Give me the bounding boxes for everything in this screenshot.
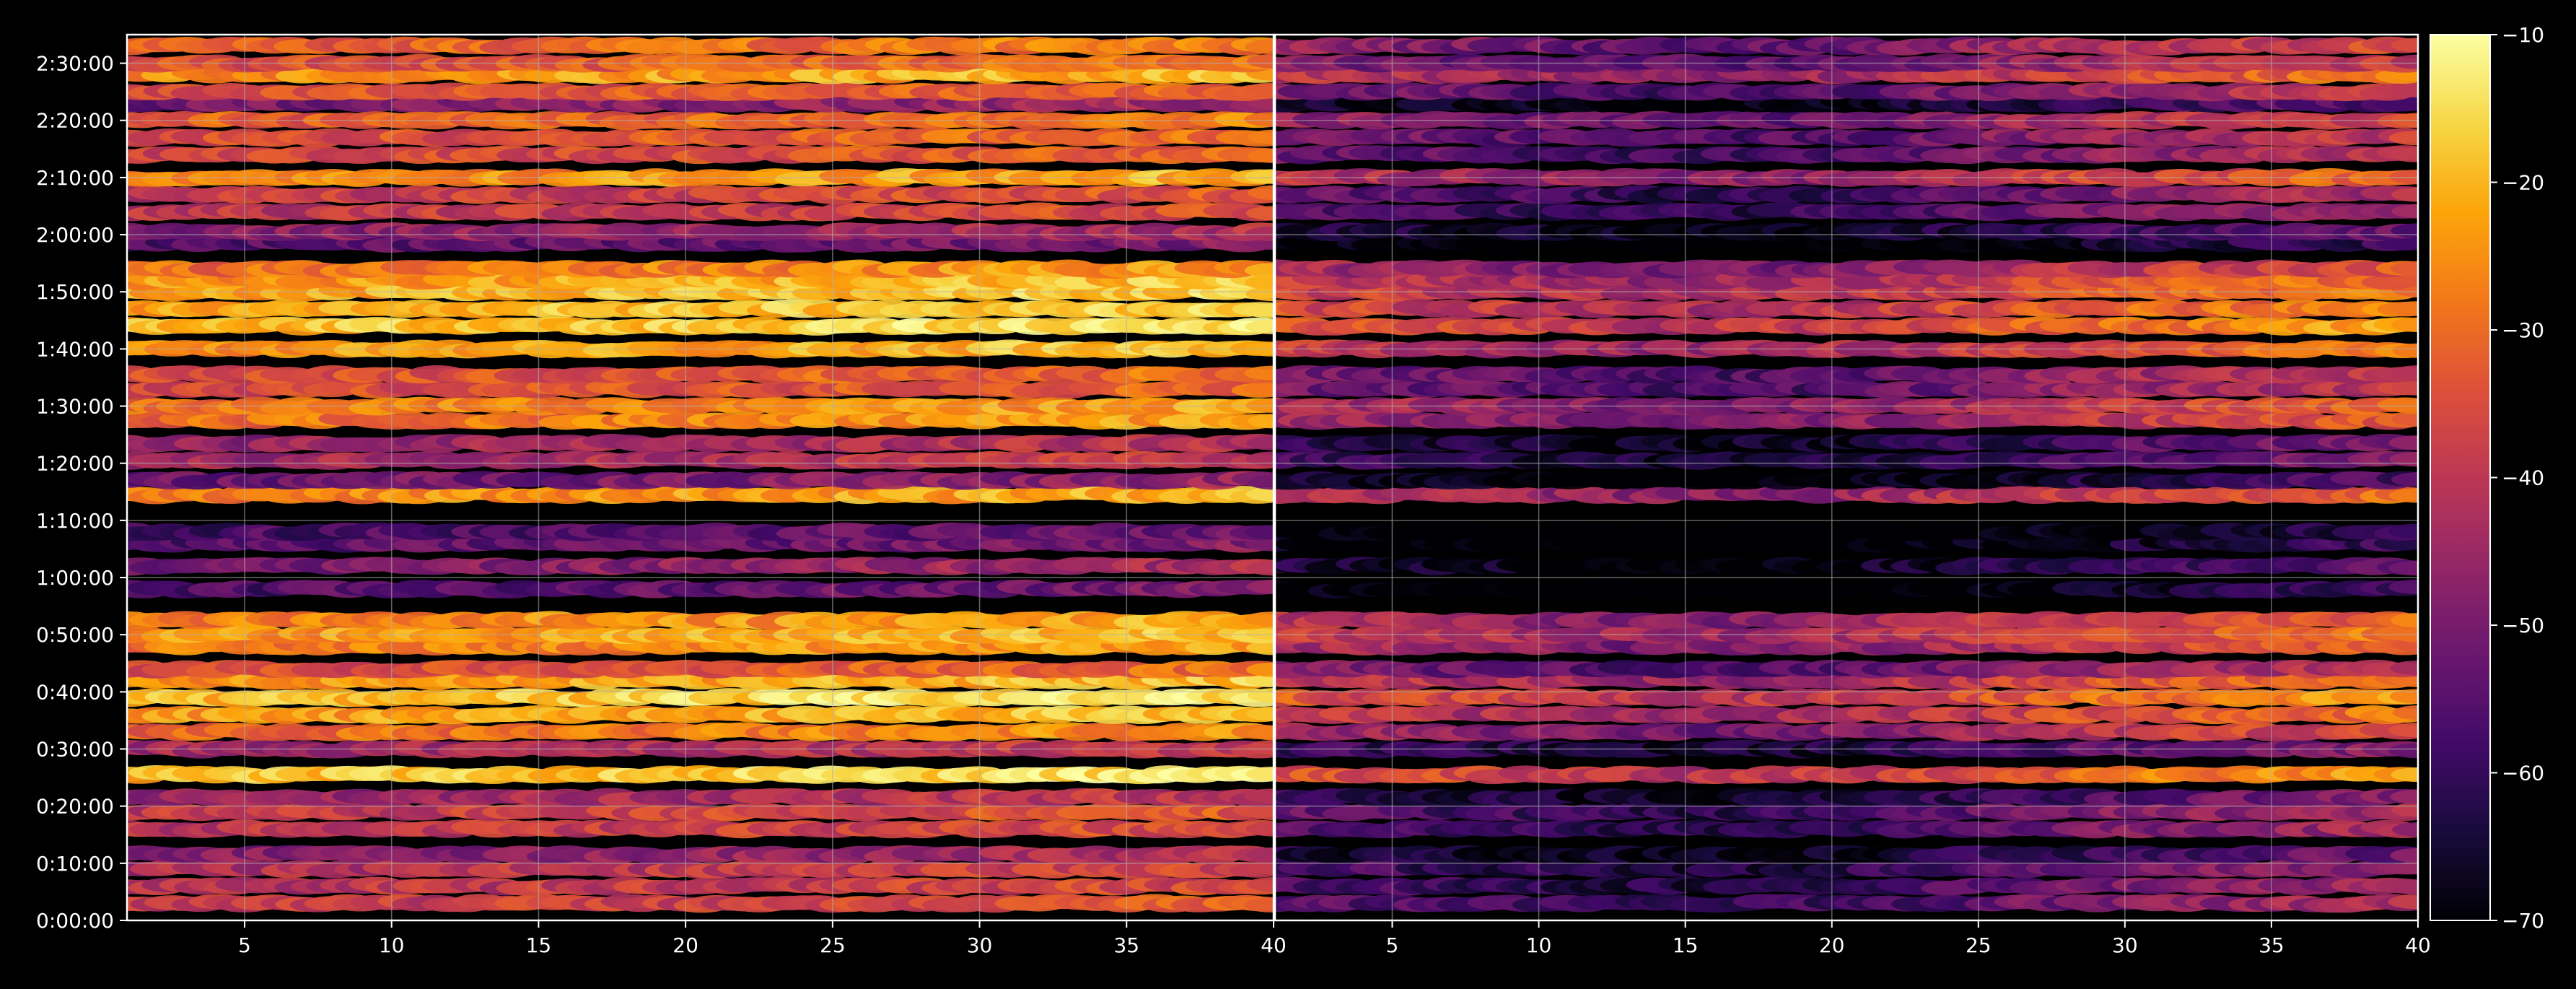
heatmap-cell bbox=[1245, 847, 1274, 863]
heatmap-cell bbox=[1247, 475, 1274, 490]
heatmap-cell bbox=[1244, 263, 1274, 278]
heatmap-cell bbox=[1246, 662, 1274, 677]
heatmap-cell bbox=[1243, 611, 1274, 627]
heatmap-cell bbox=[1246, 706, 1274, 721]
heatmap-cell bbox=[1245, 319, 1274, 334]
heatmap-cell bbox=[1244, 303, 1274, 318]
heatmap-cell bbox=[1244, 365, 1274, 380]
heatmap-cell bbox=[1246, 640, 1274, 655]
heatmap-cell bbox=[1247, 726, 1274, 741]
heatmap-cell bbox=[1243, 381, 1274, 396]
heatmap-cell bbox=[1245, 286, 1274, 302]
heatmap-cell bbox=[1243, 788, 1274, 803]
heatmap-panel-right bbox=[1275, 35, 2418, 920]
heatmap-cell bbox=[1247, 805, 1274, 821]
heatmap-cell bbox=[1245, 766, 1274, 782]
heatmap-cell bbox=[1243, 897, 1274, 912]
heatmap-cell bbox=[1244, 275, 1274, 290]
heatmap-cell bbox=[1246, 740, 1274, 755]
heatmap-cell bbox=[1246, 579, 1274, 595]
heatmap-cell bbox=[1245, 487, 1274, 502]
heatmap-cell bbox=[1245, 822, 1274, 837]
heatmap-cell bbox=[1245, 435, 1274, 450]
heatmap-cell bbox=[1247, 414, 1274, 429]
heatmap-cell bbox=[1245, 451, 1274, 466]
heatmap-cell bbox=[1245, 525, 1274, 540]
heatmap-cell bbox=[1246, 876, 1274, 892]
heatmap-cell bbox=[1245, 560, 1274, 576]
heatmap-cell bbox=[1245, 398, 1274, 413]
heatmap-panel-left bbox=[127, 35, 1274, 920]
